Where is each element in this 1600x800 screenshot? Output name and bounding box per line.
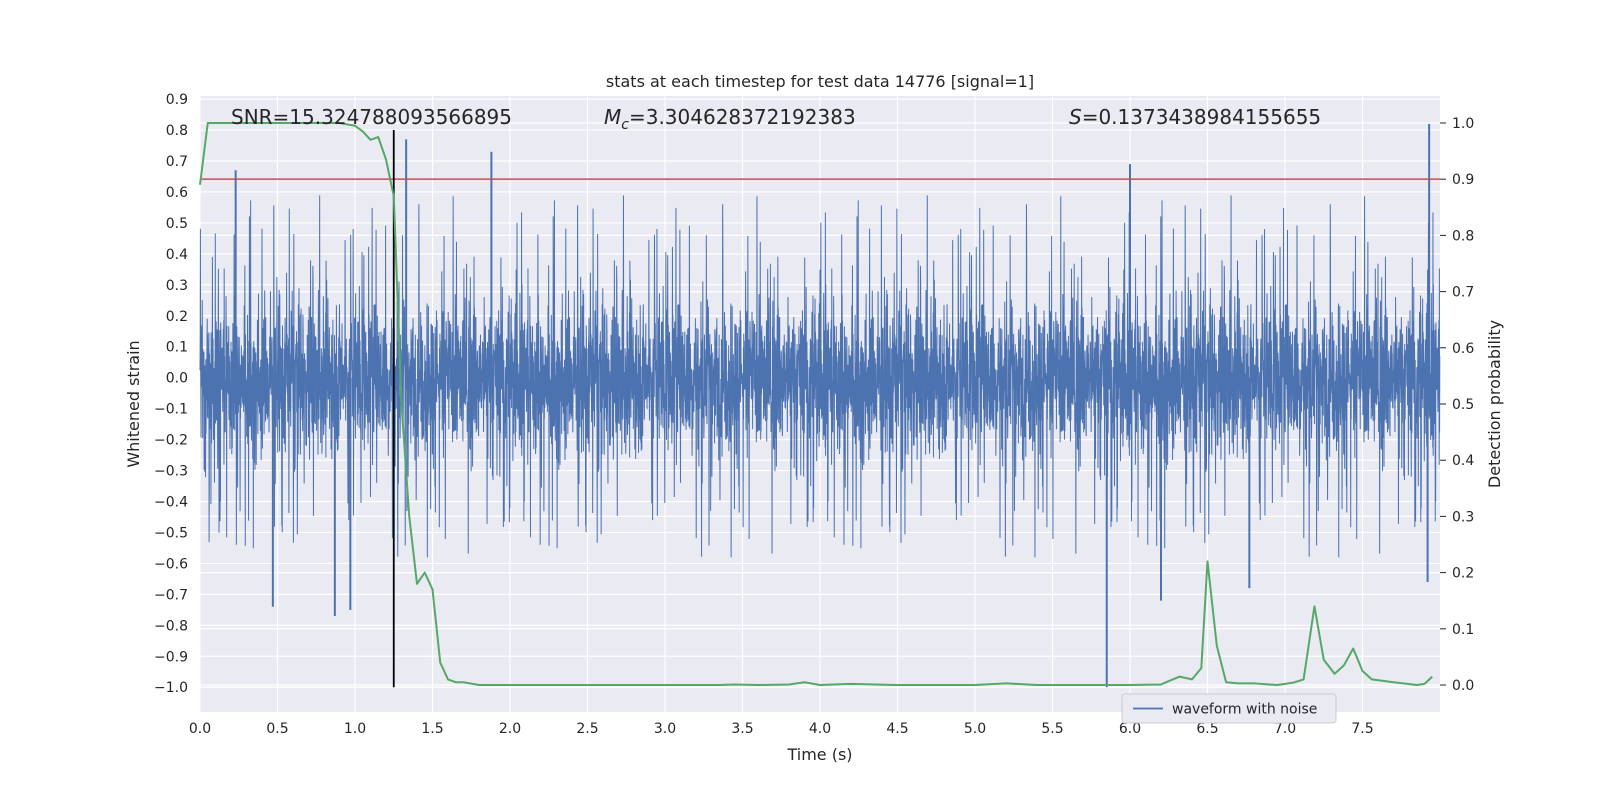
chirp-mass-annotation: Mc=3.304628372192383 (604, 105, 856, 133)
x-tick-label: 7.0 (1274, 721, 1296, 737)
y-tick-label: −0.8 (154, 618, 188, 634)
y2-tick-label: 0.8 (1452, 228, 1474, 244)
y-tick-label: −1.0 (154, 680, 188, 696)
x-tick-label: 6.0 (1119, 721, 1141, 737)
x-tick-label: 0.5 (266, 721, 288, 737)
x-tick-label: 7.5 (1351, 721, 1373, 737)
y-tick-label: 0.3 (166, 278, 188, 294)
y-tick-label: −0.3 (154, 464, 188, 480)
y-tick-label: −0.4 (154, 495, 188, 511)
y2-tick-label: 0.0 (1452, 678, 1474, 694)
x-tick-label: 4.0 (809, 721, 831, 737)
y2-tick-label: 0.1 (1452, 622, 1474, 638)
y2-tick-label: 0.9 (1452, 172, 1474, 188)
chart-title: stats at each timestep for test data 147… (606, 72, 1034, 91)
x-tick-label: 3.0 (654, 721, 676, 737)
y2-tick-label: 0.7 (1452, 285, 1474, 301)
x-tick-label: 4.5 (886, 721, 908, 737)
y-tick-label: 0.9 (166, 92, 188, 108)
y-tick-label: 0.1 (166, 340, 188, 356)
y-axis-ticks: −1.0 −0.9 −0.8 −0.7 −0.6 −0.5 −0.4 −0.3 −0.2 −0.1… (154, 92, 188, 696)
y-tick-label: 0.8 (166, 123, 188, 139)
x-tick-label: 2.5 (576, 721, 598, 737)
legend: waveform with noise (1121, 693, 1337, 724)
y2-tick-label: 0.5 (1452, 397, 1474, 413)
y-axis-label: Whitened strain (124, 340, 143, 467)
s-annotation: S=0.1373438984155655 (1069, 105, 1321, 129)
x-tick-label: 5.5 (1041, 721, 1063, 737)
y-tick-label: 0.2 (166, 309, 188, 325)
y-tick-label: −0.7 (154, 587, 188, 603)
y-tick-label: −0.2 (154, 433, 188, 449)
waveform-series (199, 123, 1441, 688)
y-tick-label: 0.5 (166, 216, 188, 232)
x-tick-label: 6.5 (1196, 721, 1218, 737)
x-tick-label: 3.5 (731, 721, 753, 737)
x-axis-ticks: 0.0 0.5 1.0 1.5 2.0 2.5 3.0 3.5 4.0 4.5 5.0 5.5 6.0 6… (189, 721, 1374, 737)
y-tick-label: 0.7 (166, 154, 188, 170)
y-tick-label: −0.9 (154, 649, 188, 665)
y2-tick-label: 1.0 (1452, 116, 1474, 132)
y2-tick-label: 0.4 (1452, 453, 1474, 469)
probability-series (199, 121, 1433, 687)
x-tick-label: 5.0 (964, 721, 986, 737)
y2-tick-label: 0.6 (1452, 341, 1474, 357)
y-tick-label: 0.0 (166, 371, 188, 387)
y-tick-label: −0.1 (154, 402, 188, 418)
y2-tick-label: 0.2 (1452, 566, 1474, 582)
x-tick-label: 0.0 (189, 721, 211, 737)
y2-tick-label: 0.3 (1452, 509, 1474, 525)
x-tick-label: 2.0 (499, 721, 521, 737)
overlay-lines (200, 130, 1440, 688)
probability-line (199, 121, 1433, 687)
y-tick-label: −0.6 (154, 556, 188, 572)
y-tick-label: −0.5 (154, 525, 188, 541)
x-tick-label: 1.0 (344, 721, 366, 737)
x-axis-label: Time (s) (786, 745, 852, 764)
legend-entry-waveform: waveform with noise (1172, 702, 1317, 718)
y2-axis-ticks: 0.0 0.1 0.2 0.3 0.4 0.5 0.6 0.7 0.8 0.9 1.0 (1440, 116, 1474, 694)
y-tick-label: 0.6 (166, 185, 188, 201)
y2-axis-label: Detection probability (1485, 320, 1504, 488)
snr-annotation: SNR=15.324788093566895 (231, 105, 512, 129)
legend-box (1121, 693, 1337, 724)
x-tick-label: 1.5 (421, 721, 443, 737)
y-tick-label: 0.4 (166, 247, 188, 263)
